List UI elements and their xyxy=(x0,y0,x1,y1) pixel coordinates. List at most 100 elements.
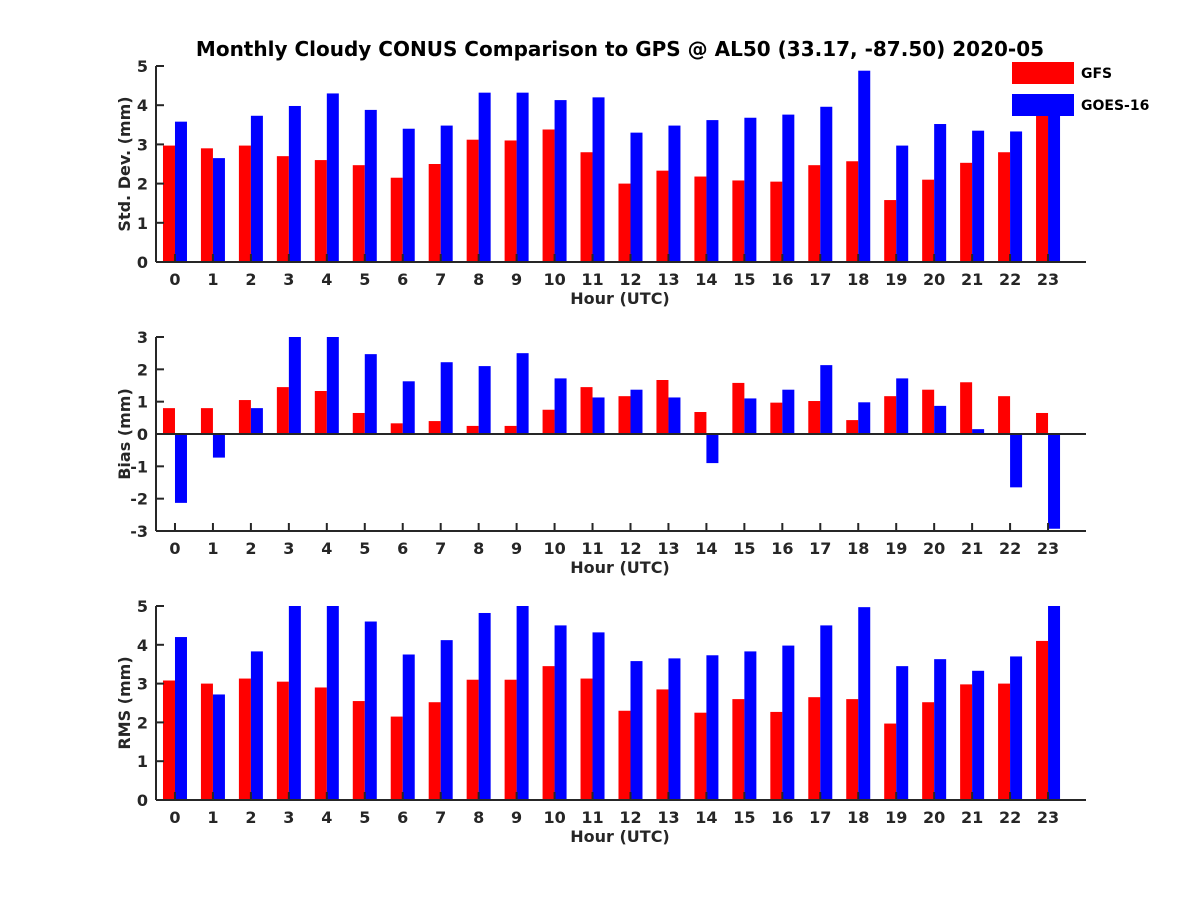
bar-goes-16-hour-6 xyxy=(402,654,415,800)
bar-gfs-hour-7 xyxy=(428,164,441,262)
bar-goes-16-hour-5 xyxy=(364,109,377,263)
bar-goes-16-hour-14 xyxy=(706,655,719,800)
x-tick-label: 7 xyxy=(435,808,446,827)
x-tick-label: 22 xyxy=(999,539,1021,558)
bar-gfs-hour-9 xyxy=(504,679,517,800)
bar-gfs-hour-1 xyxy=(200,408,213,434)
bar-goes-16-hour-17 xyxy=(820,365,833,434)
bar-gfs-hour-2 xyxy=(238,400,251,434)
x-tick-label: 16 xyxy=(771,539,793,558)
x-tick-label: 0 xyxy=(169,539,180,558)
x-tick-label: 0 xyxy=(169,808,180,827)
x-axis-label: Hour (UTC) xyxy=(570,558,670,577)
y-tick-label: 0 xyxy=(137,253,148,272)
y-tick-label: 0 xyxy=(137,791,148,810)
bar-gfs-hour-9 xyxy=(504,425,517,434)
bar-gfs-hour-6 xyxy=(390,177,403,262)
bar-gfs-hour-14 xyxy=(694,176,707,262)
y-tick-label: -2 xyxy=(130,490,148,509)
bar-goes-16-hour-7 xyxy=(440,362,453,434)
rms-panel: 0 1 2 3 4 5 6 7 8 9 10 11 12 13 14 15 16 17 18 19 20 21 22 2301… xyxy=(115,597,1086,846)
bar-goes-16-hour-23 xyxy=(1048,101,1061,262)
y-tick-label: 4 xyxy=(137,636,148,655)
x-tick-label: 12 xyxy=(619,539,641,558)
bar-gfs-hour-8 xyxy=(466,139,479,262)
bar-gfs-hour-11 xyxy=(580,387,593,434)
x-tick-label: 9 xyxy=(511,808,522,827)
bar-gfs-hour-23 xyxy=(1036,114,1049,262)
bar-gfs-hour-6 xyxy=(390,716,403,800)
bar-gfs-hour-20 xyxy=(922,702,935,800)
bar-gfs-hour-20 xyxy=(922,179,935,262)
bar-gfs-hour-21 xyxy=(960,382,973,434)
x-tick-label: 16 xyxy=(771,270,793,289)
bar-goes-16-hour-16 xyxy=(782,645,795,800)
bar-goes-16-hour-18 xyxy=(858,70,871,262)
x-tick-label: 17 xyxy=(809,539,831,558)
bar-goes-16-hour-5 xyxy=(364,354,377,434)
x-tick-label: 10 xyxy=(543,539,565,558)
bar-gfs-hour-14 xyxy=(694,712,707,800)
bar-goes-16-hour-19 xyxy=(896,145,909,262)
bar-gfs-hour-15 xyxy=(732,180,745,262)
bar-goes-16-hour-16 xyxy=(782,389,795,434)
std-dev-panel: 0 1 2 3 4 5 6 7 8 9 10 11 12 13 14 15 16 17 18 19 20 21 22 2301… xyxy=(115,57,1086,308)
y-tick-label: 2 xyxy=(137,360,148,379)
y-tick-label: 5 xyxy=(137,57,148,76)
bar-gfs-hour-11 xyxy=(580,678,593,800)
x-tick-label: 13 xyxy=(657,539,679,558)
bar-gfs-hour-1 xyxy=(200,683,213,800)
x-tick-label: 8 xyxy=(473,808,484,827)
bar-goes-16-hour-9 xyxy=(516,353,529,434)
y-tick-label: -1 xyxy=(130,457,148,476)
x-tick-label: 6 xyxy=(397,539,408,558)
bar-gfs-hour-8 xyxy=(466,679,479,800)
bar-goes-16-hour-8 xyxy=(478,92,491,262)
bar-gfs-hour-21 xyxy=(960,162,973,262)
bar-gfs-hour-3 xyxy=(276,681,289,800)
x-tick-label: 5 xyxy=(359,808,370,827)
bar-goes-16-hour-13 xyxy=(668,658,681,800)
x-tick-label: 4 xyxy=(321,539,332,558)
bar-gfs-hour-16 xyxy=(770,711,783,800)
bar-gfs-hour-5 xyxy=(352,412,365,434)
y-tick-label: 1 xyxy=(137,214,148,233)
bar-goes-16-hour-15 xyxy=(744,398,757,434)
x-tick-label: 8 xyxy=(473,270,484,289)
x-tick-label: 12 xyxy=(619,270,641,289)
x-tick-label: 11 xyxy=(581,270,603,289)
x-tick-label: 15 xyxy=(733,539,755,558)
bar-goes-16-hour-14 xyxy=(706,434,719,464)
bar-goes-16-hour-23 xyxy=(1048,434,1061,529)
x-tick-label: 18 xyxy=(847,808,869,827)
x-tick-label: 3 xyxy=(283,539,294,558)
bar-gfs-hour-2 xyxy=(238,678,251,800)
bar-goes-16-hour-12 xyxy=(630,389,643,434)
bar-gfs-hour-13 xyxy=(656,689,669,800)
x-tick-label: 15 xyxy=(733,808,755,827)
bar-goes-16-hour-3 xyxy=(288,606,301,800)
y-axis-label: Std. Dev. (mm) xyxy=(115,96,134,231)
x-axis-label: Hour (UTC) xyxy=(570,827,670,846)
bar-goes-16-hour-12 xyxy=(630,661,643,800)
bar-goes-16-hour-19 xyxy=(896,378,909,434)
bar-gfs-hour-5 xyxy=(352,165,365,262)
y-tick-label: -3 xyxy=(130,522,148,541)
y-tick-label: 3 xyxy=(137,135,148,154)
x-tick-label: 1 xyxy=(207,539,218,558)
bar-gfs-hour-4 xyxy=(314,687,327,800)
y-tick-label: 4 xyxy=(137,96,148,115)
x-tick-label: 5 xyxy=(359,539,370,558)
x-tick-label: 12 xyxy=(619,808,641,827)
bar-goes-16-hour-18 xyxy=(858,402,871,434)
bar-goes-16-hour-20 xyxy=(934,124,947,263)
bar-goes-16-hour-6 xyxy=(402,128,415,262)
bar-goes-16-hour-22 xyxy=(1010,434,1023,488)
bar-goes-16-hour-11 xyxy=(592,632,605,800)
bar-gfs-hour-0 xyxy=(162,680,175,800)
bar-gfs-hour-21 xyxy=(960,684,973,800)
x-tick-label: 16 xyxy=(771,808,793,827)
bar-gfs-hour-0 xyxy=(162,145,175,262)
x-tick-label: 5 xyxy=(359,270,370,289)
bar-gfs-hour-18 xyxy=(846,699,859,800)
